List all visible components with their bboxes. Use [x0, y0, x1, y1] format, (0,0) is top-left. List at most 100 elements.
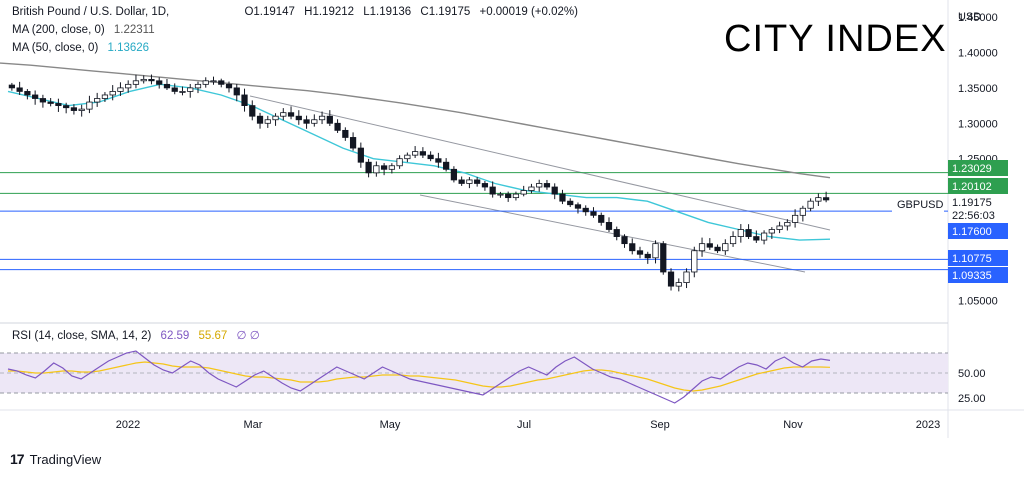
- tag-resistance-1: 1.23029: [948, 160, 1008, 176]
- candle: [94, 92, 101, 107]
- candle: [117, 82, 124, 96]
- svg-text:1.19175: 1.19175: [952, 197, 992, 209]
- candle: [241, 88, 248, 112]
- candle: [512, 191, 520, 201]
- candle: [412, 146, 419, 159]
- candle: [280, 108, 287, 121]
- candle: [714, 244, 721, 254]
- time-tick-label: 2023: [916, 419, 940, 431]
- candle: [667, 268, 675, 291]
- candle: [140, 75, 147, 84]
- horizontal-levels: [0, 172, 948, 271]
- candle: [745, 224, 752, 240]
- rsi-value: 62.59: [160, 330, 190, 342]
- candle: [636, 246, 644, 259]
- candle: [78, 104, 85, 117]
- candle: [450, 166, 458, 183]
- ma200-line: [0, 62, 831, 179]
- candle: [543, 179, 551, 190]
- candle: [691, 246, 698, 278]
- time-tick-label: Jul: [517, 419, 531, 431]
- candle: [311, 114, 318, 127]
- candle: [47, 97, 54, 107]
- candle: [8, 82, 15, 91]
- candle: [683, 268, 690, 289]
- candle: [675, 278, 682, 292]
- rsi-tick-label: 50.00: [958, 368, 986, 380]
- candle: [536, 179, 543, 192]
- rsi-extra: ∅ ∅: [236, 330, 260, 342]
- time-tick-label: Nov: [783, 419, 803, 431]
- candle: [388, 163, 395, 174]
- ohlc-open: O1.19147: [244, 6, 295, 18]
- tag-support-1: 1.17600: [948, 223, 1008, 239]
- ma200-legend[interactable]: MA (200, close, 0) 1.22311: [12, 24, 161, 36]
- candle: [559, 189, 566, 205]
- ohlc-low: L1.19136: [363, 6, 412, 18]
- ma50-legend[interactable]: MA (50, close, 0) 1.13626: [12, 42, 155, 54]
- tradingview-label: TradingView: [29, 451, 102, 467]
- candle: [233, 83, 240, 102]
- candle: [722, 239, 729, 255]
- candle: [272, 113, 279, 126]
- symbol-title[interactable]: British Pound / U.S. Dollar, 1D,: [12, 6, 170, 18]
- price-tick-label: 1.45000: [958, 12, 998, 24]
- candle: [497, 191, 504, 198]
- candle: [295, 110, 302, 125]
- candle: [419, 147, 426, 158]
- tradingview-attribution[interactable]: 17 TradingView: [10, 451, 101, 467]
- candle: [458, 176, 465, 186]
- ohlc-close: C1.19175: [420, 6, 471, 18]
- tag-symbol: GBPUSD: [892, 196, 944, 212]
- tag-support-2: 1.10775: [948, 250, 1008, 266]
- candle: [349, 132, 357, 151]
- candle: [365, 158, 372, 178]
- candle: [474, 177, 481, 187]
- ma50-value: 1.13626: [107, 42, 150, 54]
- candle: [613, 226, 620, 241]
- candle: [466, 177, 473, 189]
- candle: [380, 163, 388, 176]
- candle: [357, 142, 364, 168]
- candle: [55, 98, 62, 112]
- candle: [435, 152, 442, 168]
- candle: [481, 180, 489, 191]
- ohlc-change: +0.00019 (+0.02%): [479, 6, 578, 18]
- candle: [590, 207, 597, 218]
- tag-resistance-2: 1.20102: [948, 178, 1008, 194]
- candle: [256, 112, 264, 129]
- candle: [706, 238, 713, 250]
- candle: [326, 110, 333, 127]
- candle: [24, 89, 31, 100]
- symbol-legend: British Pound / U.S. Dollar, 1D, O1.1914…: [12, 6, 584, 18]
- candle: [753, 230, 760, 243]
- candle: [660, 241, 667, 275]
- candle: [807, 198, 814, 212]
- svg-text:1.20102: 1.20102: [952, 181, 992, 193]
- candle: [249, 100, 256, 121]
- channel-upper-line: [249, 95, 831, 231]
- candle: [737, 224, 744, 243]
- brand-logo: CITY INDEX: [724, 18, 947, 60]
- svg-text:GBPUSD: GBPUSD: [897, 199, 944, 211]
- price-tick-label: 1.40000: [958, 47, 998, 59]
- ma50-line: [7, 83, 831, 241]
- candle: [156, 77, 163, 89]
- currency-label: USD: [958, 11, 981, 23]
- ma50-label: MA (50, close, 0): [12, 42, 99, 54]
- candle: [698, 237, 706, 257]
- candle: [264, 115, 271, 128]
- svg-text:1.09335: 1.09335: [952, 270, 992, 282]
- tag-countdown: 22:56:03: [952, 210, 995, 222]
- candle: [132, 74, 140, 89]
- candle: [225, 81, 233, 93]
- time-tick-label: 2022: [116, 419, 140, 431]
- candle: [760, 230, 768, 245]
- candle: [520, 185, 527, 197]
- rsi-legend[interactable]: RSI (14, close, SMA, 14, 2) 62.59 55.67 …: [12, 328, 266, 342]
- candle: [791, 209, 799, 228]
- candle: [621, 234, 628, 248]
- candles: [8, 74, 830, 292]
- candle: [86, 95, 93, 114]
